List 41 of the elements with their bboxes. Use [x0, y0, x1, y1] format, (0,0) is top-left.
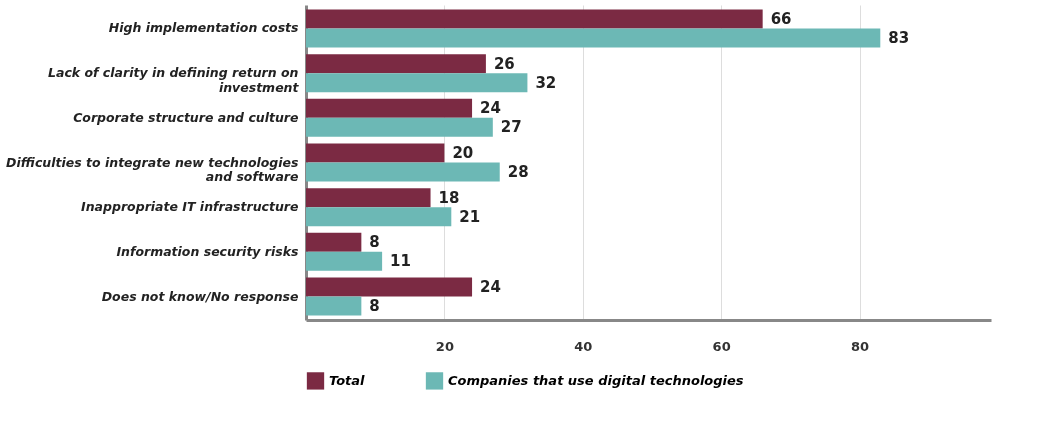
x-tick-label: 20 [435, 338, 454, 354]
bar [306, 9, 763, 29]
data-label: 83 [888, 28, 910, 47]
bar [306, 143, 445, 163]
data-label: 24 [480, 99, 501, 118]
bar [306, 54, 486, 74]
data-label: 28 [507, 162, 529, 181]
bar [306, 232, 362, 252]
legend-label: Companies that use digital technologies [448, 372, 744, 388]
bar [306, 207, 452, 227]
data-label: 32 [535, 73, 557, 92]
data-label: 8 [369, 233, 380, 252]
data-label: 20 [452, 144, 474, 163]
bar [306, 73, 528, 93]
bar [306, 117, 493, 137]
y-tick-label: Inappropriate IT infrastructure [81, 199, 299, 215]
data-label: 66 [770, 9, 792, 28]
data-label: 26 [493, 54, 515, 73]
y-tick-label: Information security risks [116, 243, 299, 259]
y-tick-label: Difficulties to integrate new technologies and software [6, 154, 299, 184]
data-label: 27 [500, 118, 522, 137]
bar [306, 162, 500, 182]
bar [306, 277, 473, 297]
y-tick-label: High implementation costs [108, 20, 299, 36]
bar [306, 296, 362, 316]
x-tick-label: 80 [850, 338, 870, 354]
bar [306, 251, 383, 271]
data-label: 21 [459, 207, 481, 226]
y-tick-label: Corporate structure and culture [73, 109, 299, 125]
bar [306, 98, 473, 118]
bar [306, 28, 881, 48]
data-label: 8 [369, 297, 380, 316]
x-tick-label: 60 [712, 338, 731, 354]
y-tick-label: Lack of clarity in defining return on investment [47, 65, 300, 95]
legend-label: Total [329, 372, 366, 388]
x-tick-label: 40 [574, 338, 593, 354]
y-tick-label: Does not know/No response [101, 288, 299, 304]
data-label: 18 [438, 188, 460, 207]
data-label: 24 [480, 278, 501, 297]
bar [306, 188, 431, 208]
data-label: 11 [390, 252, 411, 271]
